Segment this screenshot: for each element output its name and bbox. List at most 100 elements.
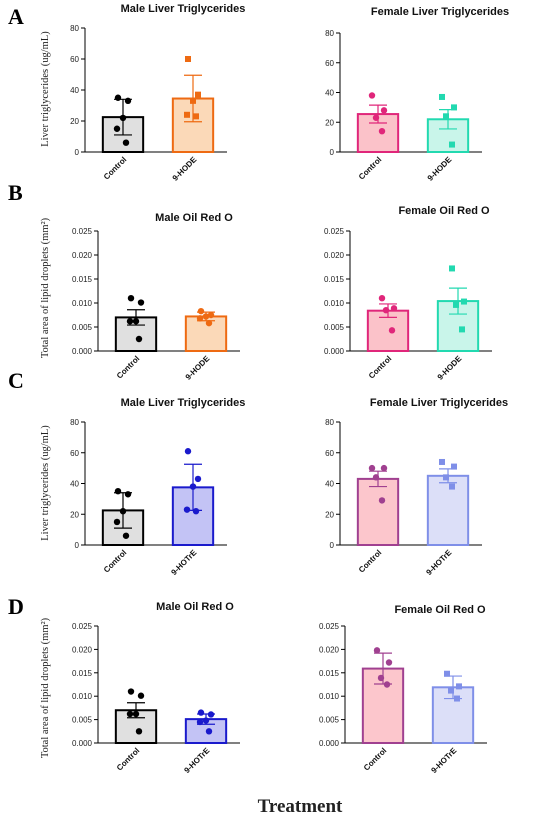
data-point xyxy=(202,717,210,724)
data-point xyxy=(456,683,462,690)
data-point xyxy=(451,463,457,470)
data-point xyxy=(196,315,204,322)
y-tick-label: 20 xyxy=(70,510,79,519)
row-d-y-label: Total area of lipid droplets (mm²) xyxy=(40,617,51,758)
data-point xyxy=(377,674,385,682)
chart-7: Male Oil Red O 0.000 0.005 0.010 0.015 0.020 0… xyxy=(72,601,240,775)
chart-1: Male Liver Triglycerides 0 20 40 60 80 Control… xyxy=(70,3,245,183)
data-point xyxy=(443,113,449,120)
x-category-label: 9-HOTrE xyxy=(182,746,211,775)
y-tick-label: 0.025 xyxy=(319,622,340,631)
data-point xyxy=(113,518,121,526)
data-point xyxy=(192,507,200,515)
data-point xyxy=(137,692,145,699)
bar-9-hotre xyxy=(426,474,470,546)
x-category-label: Control xyxy=(115,746,141,772)
data-point xyxy=(449,265,455,272)
y-tick-label: 0.010 xyxy=(319,692,340,701)
x-category-label: 9-HODE xyxy=(426,155,454,183)
data-point xyxy=(184,448,192,455)
y-tick-label: 80 xyxy=(325,418,334,427)
x-axis-label-treatment: Treatment xyxy=(258,796,343,817)
x-category-label: Control xyxy=(357,548,383,574)
chart-title: Female Oil Red O xyxy=(394,604,486,616)
panel-letter-d: D xyxy=(8,594,24,619)
y-tick-label: 0 xyxy=(330,148,335,157)
data-point xyxy=(197,307,205,315)
data-point xyxy=(114,487,122,495)
data-point xyxy=(122,532,130,539)
data-point xyxy=(207,311,215,319)
x-category-label: Control xyxy=(367,354,393,380)
data-point xyxy=(132,318,140,325)
data-point xyxy=(449,141,455,148)
data-point xyxy=(194,475,202,483)
y-tick-label: 0.020 xyxy=(72,251,93,260)
x-category-label: 9-HODE xyxy=(184,354,212,382)
chart-title: Female Liver Triglycerides xyxy=(370,397,508,409)
chart-8: Female Oil Red O 0.000 0.005 0.010 0.015 0.02… xyxy=(319,604,487,775)
data-point xyxy=(113,125,121,132)
y-tick-label: 60 xyxy=(70,449,79,458)
y-tick-label: 80 xyxy=(325,29,334,38)
data-point xyxy=(193,113,199,120)
data-point xyxy=(459,326,465,333)
data-point xyxy=(451,104,457,111)
panel-letter-a: A xyxy=(8,4,24,29)
y-tick-label: 0 xyxy=(330,541,335,550)
data-point xyxy=(207,711,215,718)
data-point xyxy=(114,94,122,101)
data-point xyxy=(119,114,127,122)
y-tick-label: 0.005 xyxy=(72,323,93,332)
panel-letter-b: B xyxy=(8,180,23,205)
data-point xyxy=(373,647,381,654)
data-point xyxy=(124,97,132,105)
y-tick-label: 0.020 xyxy=(319,645,340,654)
chart-2: Female Liver Triglycerides 0 20 40 60 80 Contr… xyxy=(325,6,509,183)
bar-9-hode xyxy=(184,315,228,353)
data-point xyxy=(453,301,459,308)
y-tick-label: 0.025 xyxy=(72,622,93,631)
data-point xyxy=(190,97,196,104)
data-point xyxy=(372,114,380,121)
data-point xyxy=(184,111,190,118)
y-tick-label: 40 xyxy=(70,86,79,95)
row-b-y-label: Total area of lipid droplets (mm²) xyxy=(40,217,51,358)
data-point xyxy=(137,299,145,306)
data-point xyxy=(135,335,143,343)
data-point xyxy=(183,506,191,513)
data-point xyxy=(196,718,204,726)
data-point xyxy=(197,709,205,716)
data-point xyxy=(449,483,455,490)
panel-letter-c: C xyxy=(8,368,24,393)
y-tick-label: 0.010 xyxy=(324,299,345,308)
y-tick-label: 0.020 xyxy=(324,251,345,260)
x-category-label: Control xyxy=(357,155,383,181)
data-point xyxy=(443,474,449,481)
data-point xyxy=(439,93,445,100)
chart-5: Male Liver Triglycerides 0 20 40 60 80 Control… xyxy=(70,397,245,577)
data-point xyxy=(189,483,197,490)
y-tick-label: 40 xyxy=(325,89,334,98)
data-point xyxy=(454,695,460,702)
data-point xyxy=(372,474,380,481)
row-c-y-label: Liver triglycerides (ug/mL) xyxy=(40,425,51,541)
panel-letters: A B C D xyxy=(8,4,24,619)
y-tick-label: 20 xyxy=(70,117,79,126)
chart-title: Female Oil Red O xyxy=(398,205,490,217)
row-a-y-label: Liver triglycerides (ug/mL) xyxy=(40,31,51,147)
y-tick-label: 20 xyxy=(325,118,334,127)
data-point xyxy=(439,458,445,465)
data-point xyxy=(119,507,127,515)
data-point xyxy=(126,318,134,325)
y-tick-label: 0.000 xyxy=(319,739,340,748)
charts-layer: Male Liver Triglycerides 0 20 40 60 80 Control… xyxy=(70,3,509,775)
y-tick-label: 0.000 xyxy=(72,347,93,356)
y-tick-label: 0.025 xyxy=(72,227,93,236)
y-tick-label: 0.000 xyxy=(324,347,345,356)
data-point xyxy=(378,497,386,504)
x-category-label: Control xyxy=(115,354,141,380)
y-tick-label: 20 xyxy=(325,510,334,519)
x-category-label: Control xyxy=(362,746,388,772)
data-point xyxy=(124,491,132,498)
